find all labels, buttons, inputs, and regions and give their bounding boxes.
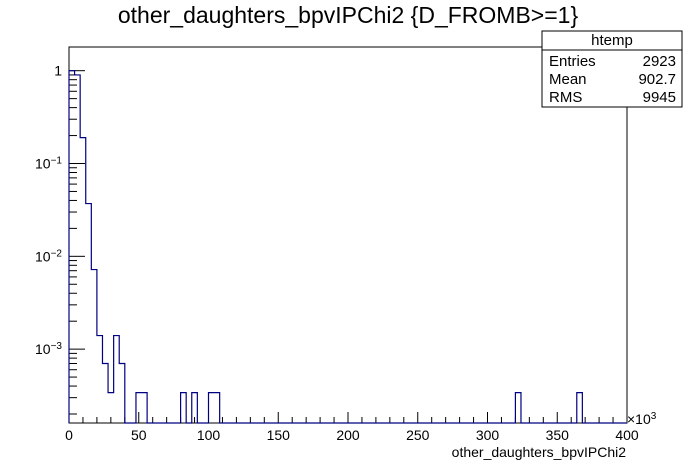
stats-rms-value: 9945	[643, 89, 676, 106]
stats-rms-label: RMS	[549, 89, 582, 106]
y-tick-label: 1	[54, 63, 62, 79]
stats-mean-label: Mean	[549, 71, 587, 88]
x-tick-label: 300	[476, 427, 500, 443]
x-tick-label: 150	[267, 427, 291, 443]
y-axis: 1 10−1 10−2 10−3	[35, 63, 85, 415]
y-tick-label: 10−1	[35, 155, 62, 172]
x-tick-label: 250	[406, 427, 430, 443]
x-axis-label: other_daughters_bpvIPChi2	[452, 444, 627, 460]
stats-entries-label: Entries	[549, 53, 596, 70]
stats-box: htemp Entries 2923 Mean 902.7 RMS 9945	[541, 30, 683, 108]
x-tick-label: 200	[336, 427, 360, 443]
x-tick-label: 0	[65, 427, 73, 443]
x-tick-label: 100	[197, 427, 221, 443]
chart-title: other_daughters_bpvIPChi2 {D_FROMB>=1}	[118, 2, 579, 28]
x-tick-label: 350	[546, 427, 570, 443]
y-tick-label: 10−2	[35, 248, 62, 265]
y-tick-label: 10−3	[35, 341, 62, 358]
x-tick-label: 50	[131, 427, 147, 443]
x-axis-exponent: ×103	[627, 411, 657, 428]
stats-box-frame	[541, 30, 683, 108]
stats-mean-value: 902.7	[638, 71, 676, 88]
x-axis: 0 50 100 150 200 250 300 350 400	[65, 412, 639, 443]
stats-box-title: htemp	[591, 32, 633, 49]
x-tick-label: 400	[615, 427, 639, 443]
histogram-series-line	[68, 70, 627, 424]
stats-entries-value: 2923	[643, 53, 676, 70]
